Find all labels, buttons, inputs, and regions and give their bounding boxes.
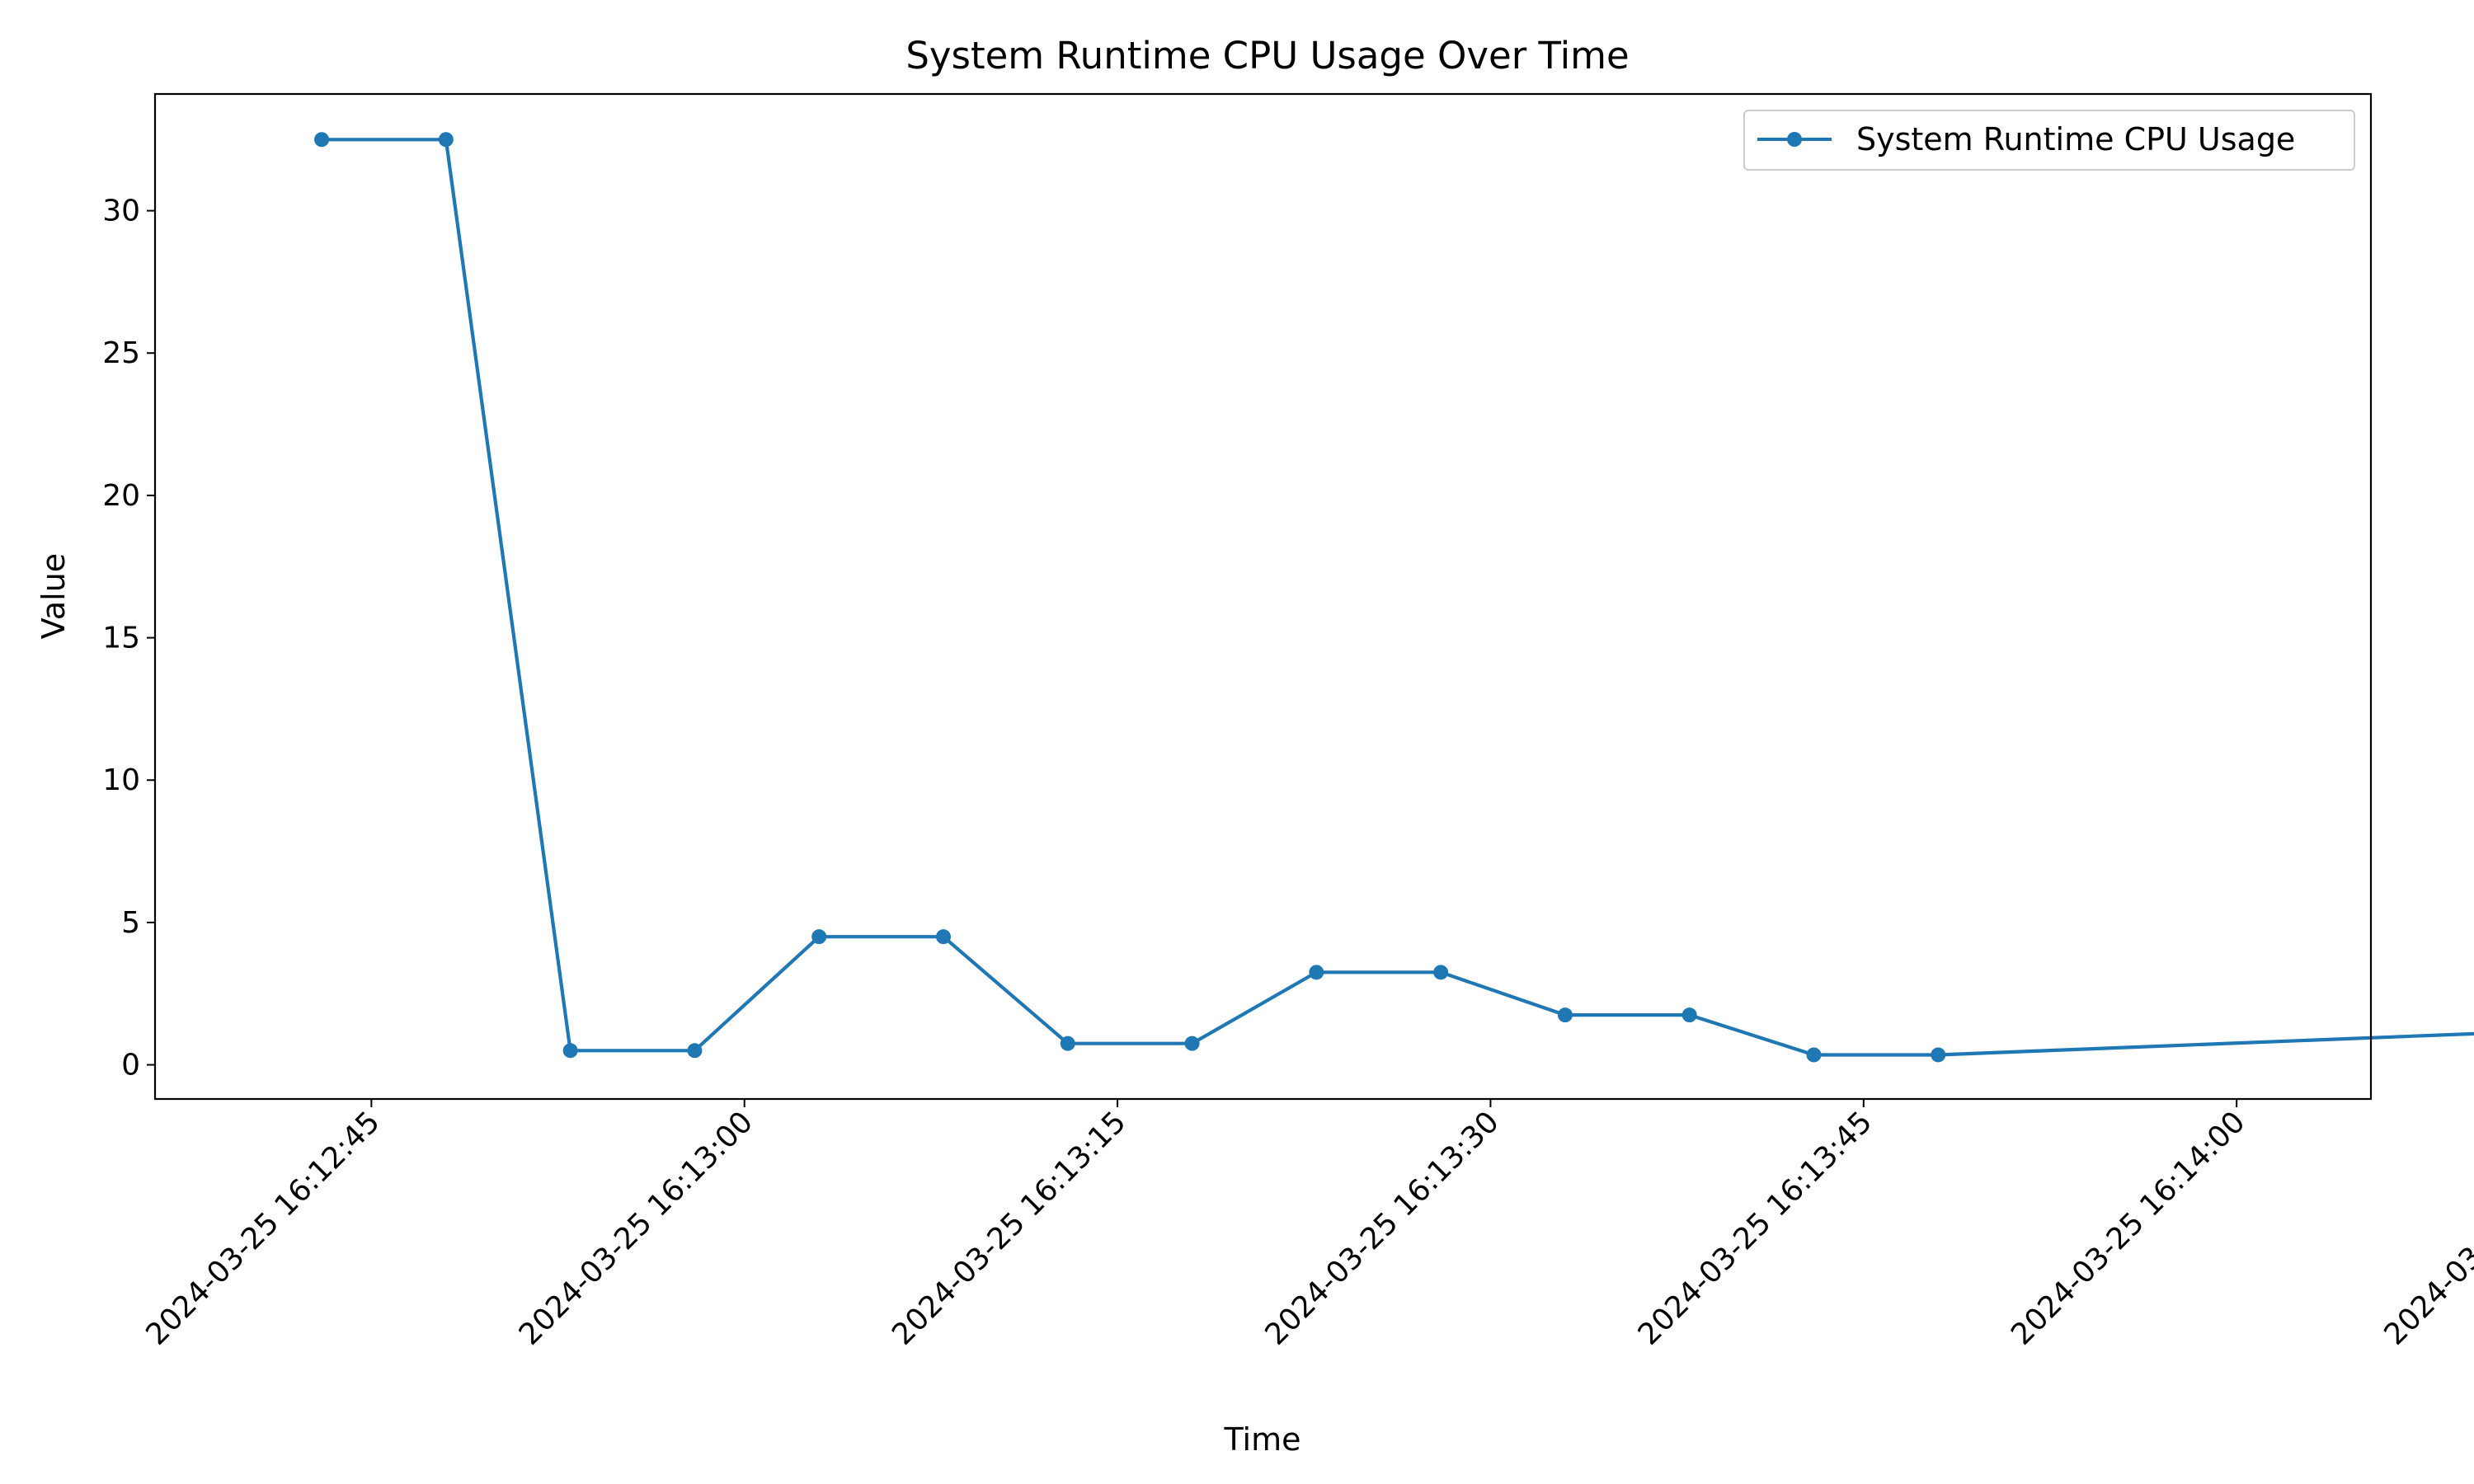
y-tick-label: 5: [121, 906, 140, 940]
data-point: [438, 132, 454, 148]
data-point: [1931, 1047, 1946, 1063]
legend-label: System Runtime CPU Usage: [1856, 121, 2295, 157]
x-axis-label: Time: [1224, 1421, 1301, 1458]
y-axis: 0 5 10 15 20 25 30: [102, 195, 155, 1082]
legend: System Runtime CPU Usage: [1743, 110, 2355, 171]
y-tick-label: 25: [102, 336, 140, 370]
y-tick-label: 15: [102, 622, 140, 655]
data-point: [1557, 1007, 1573, 1023]
plot-layer: [314, 132, 2474, 1063]
data-point: [1184, 1036, 1200, 1051]
y-axis-label: Value: [35, 553, 72, 639]
y-tick-label: 20: [102, 479, 140, 513]
data-point: [687, 1043, 703, 1059]
series-line: [322, 138, 2474, 1057]
data-point: [1060, 1036, 1075, 1051]
data-point: [562, 1043, 578, 1059]
y-tick-label: 30: [102, 195, 140, 228]
data-point: [935, 929, 951, 945]
legend-frame: [1743, 110, 2355, 171]
data-point: [811, 929, 827, 945]
y-tick-label: 10: [102, 763, 140, 797]
data-point: [1806, 1047, 1822, 1063]
data-point: [314, 132, 330, 148]
chart-title: System Runtime CPU Usage Over Time: [905, 34, 1629, 77]
data-point: [1309, 965, 1324, 980]
data-point: [1681, 1007, 1697, 1023]
legend-marker-swatch: [1787, 132, 1802, 147]
y-tick-label: 0: [121, 1049, 140, 1082]
data-point: [1433, 965, 1449, 980]
plot-frame: [153, 92, 2373, 1101]
